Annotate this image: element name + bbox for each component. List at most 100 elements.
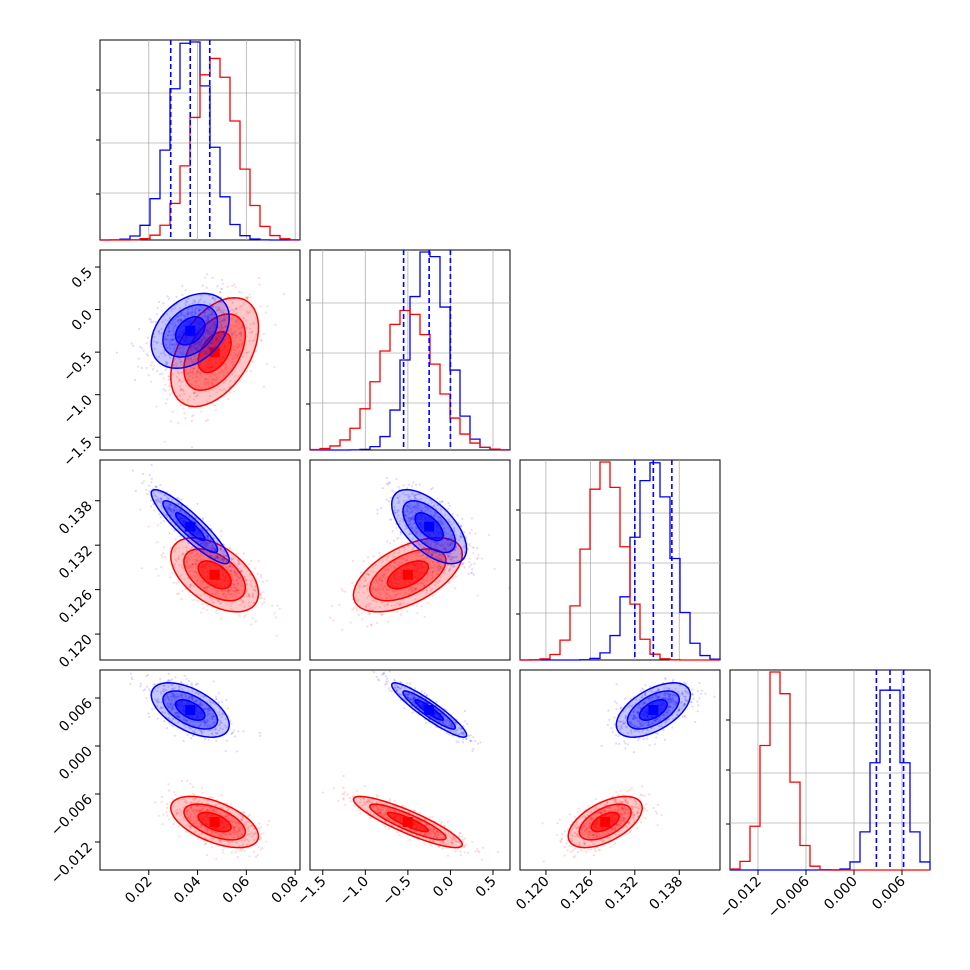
scatter-point — [173, 734, 176, 737]
scatter-point — [377, 578, 380, 582]
scatter-point — [419, 533, 422, 536]
scatter-point — [437, 561, 440, 564]
scatter-point — [169, 508, 172, 511]
scatter-point — [223, 589, 226, 592]
scatter-point — [441, 570, 444, 573]
scatter-point — [437, 553, 440, 556]
scatter-point — [216, 593, 219, 596]
scatter-point — [196, 579, 199, 582]
scatter-point — [431, 487, 434, 490]
scatter-point — [225, 325, 228, 328]
scatter-point — [205, 586, 208, 589]
scatter-point — [407, 506, 410, 509]
scatter-point — [447, 539, 450, 542]
scatter-point — [169, 695, 172, 698]
scatter-point — [239, 603, 242, 607]
scatter-point — [199, 594, 202, 597]
scatter-point — [430, 554, 433, 557]
scatter-point — [214, 549, 217, 552]
scatter-point — [364, 579, 367, 582]
scatter-point — [274, 323, 277, 326]
scatter-point — [231, 602, 234, 605]
scatter-point — [195, 375, 198, 378]
scatter-point — [193, 310, 196, 313]
scatter-point — [232, 583, 235, 586]
scatter-point — [177, 372, 180, 375]
scatter-point — [145, 697, 148, 700]
scatter-point — [220, 721, 223, 724]
scatter-point — [447, 545, 450, 548]
scatter-point — [210, 380, 213, 384]
scatter-point — [430, 501, 433, 504]
scatter-point — [204, 540, 207, 543]
scatter-point — [193, 812, 196, 815]
scatter-point — [220, 602, 223, 605]
scatter-point — [428, 538, 431, 541]
scatter-point — [182, 350, 185, 353]
scatter-point — [180, 318, 183, 322]
scatter-point — [222, 559, 225, 562]
scatter-point — [408, 516, 411, 520]
scatter-point — [182, 389, 185, 392]
scatter-point — [196, 549, 199, 552]
scatter-point — [209, 596, 212, 599]
scatter-point — [169, 679, 172, 682]
scatter-point — [213, 326, 216, 329]
scatter-point — [189, 395, 192, 398]
scatter-point — [222, 851, 225, 854]
scatter-point — [453, 565, 456, 568]
scatter-point — [204, 541, 208, 545]
scatter-point — [431, 571, 434, 574]
scatter-point — [231, 576, 234, 579]
scatter-point — [193, 821, 196, 824]
scatter-point — [206, 542, 209, 545]
scatter-point — [416, 582, 419, 586]
scatter-point — [220, 530, 223, 533]
scatter-point — [210, 388, 213, 391]
scatter-point — [447, 538, 450, 542]
scatter-point — [218, 320, 221, 323]
scatter-point — [257, 276, 261, 280]
scatter-point — [164, 319, 167, 322]
scatter-point — [131, 678, 134, 681]
scatter-point — [341, 628, 344, 632]
scatter-point — [173, 696, 176, 699]
scatter-point — [189, 815, 192, 818]
scatter-point — [169, 701, 172, 704]
scatter-point — [385, 569, 388, 572]
scatter-point — [229, 328, 232, 331]
scatter-point — [165, 363, 168, 366]
scatter-point — [204, 309, 207, 312]
scatter-point — [210, 555, 213, 558]
scatter-point — [238, 349, 241, 352]
scatter-point — [200, 832, 203, 836]
scatter-point — [171, 339, 174, 342]
scatter-point — [214, 804, 217, 807]
scatter-point — [383, 604, 386, 607]
scatter-point — [454, 587, 457, 590]
scatter-point — [230, 308, 233, 311]
scatter-point — [413, 495, 416, 498]
scatter-point — [206, 854, 209, 857]
scatter-point — [188, 516, 191, 519]
scatter-point — [195, 395, 198, 398]
scatter-point — [233, 570, 236, 574]
scatter-point — [178, 499, 181, 502]
scatter-point — [184, 304, 187, 307]
scatter-point — [209, 542, 212, 545]
scatter-point — [173, 515, 176, 518]
scatter-point — [425, 591, 428, 595]
scatter-point — [188, 566, 191, 569]
scatter-point — [145, 366, 148, 370]
scatter-point — [209, 328, 212, 331]
scatter-point — [218, 723, 221, 726]
scatter-point — [229, 833, 232, 837]
scatter-point — [190, 805, 193, 809]
scatter-point — [229, 559, 232, 563]
scatter-point — [250, 323, 253, 326]
scatter-point — [170, 338, 173, 341]
scatter-point — [381, 582, 384, 585]
scatter-point — [181, 284, 184, 287]
scatter-point — [450, 540, 453, 543]
scatter-point — [406, 510, 409, 513]
